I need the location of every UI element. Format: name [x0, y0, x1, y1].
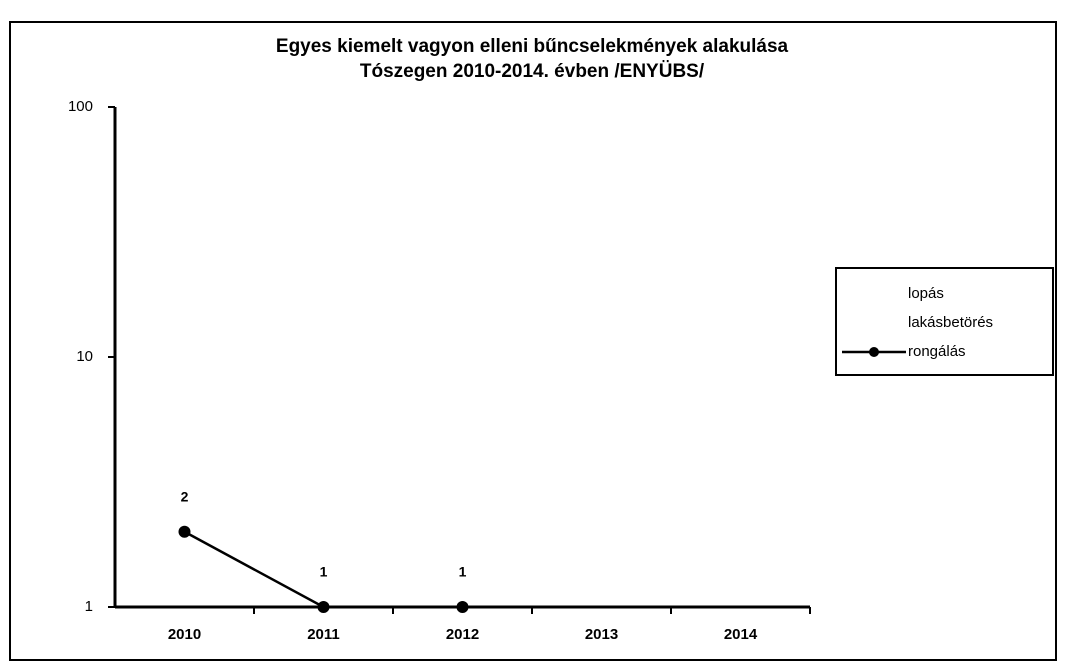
- data-label: 1: [320, 564, 328, 580]
- point: [178, 525, 191, 538]
- x-tick-label: 2014: [724, 626, 758, 643]
- y-tick-label: 100: [68, 98, 93, 115]
- x-tick-label: 2011: [307, 626, 340, 643]
- x-tick-label: 2010: [168, 626, 201, 643]
- chart-frame: [9, 21, 1057, 661]
- legend-label: rongálás: [908, 343, 966, 360]
- legend-label: lopás: [908, 285, 944, 302]
- x-tick-label: 2013: [585, 626, 618, 643]
- legend-marker: [869, 347, 879, 357]
- chart-title: Egyes kiemelt vagyon elleni bűncselekmén…: [276, 36, 789, 57]
- data-label: 2: [181, 488, 189, 504]
- chart-title: Tószegen 2010-2014. évben /ENYÜBS/: [360, 61, 705, 82]
- data-label: 1: [459, 564, 467, 580]
- y-tick-label: 1: [85, 598, 93, 615]
- legend-label: lakásbetörés: [908, 314, 993, 331]
- y-tick-label: 10: [76, 348, 93, 365]
- point: [456, 601, 469, 613]
- x-tick-label: 2012: [446, 626, 479, 643]
- legend-box: [835, 267, 1054, 376]
- point: [317, 601, 330, 613]
